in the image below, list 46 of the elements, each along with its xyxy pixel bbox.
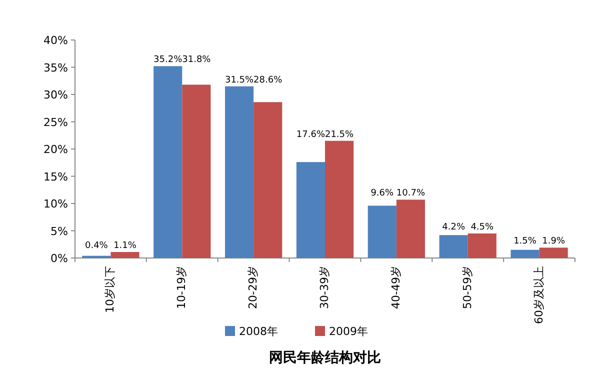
data-label: 31.5% — [224, 75, 254, 86]
legend-label: 2009年 — [329, 325, 368, 338]
x-tick-label: 40-49岁 — [389, 266, 402, 309]
y-tick-label: 20% — [44, 143, 68, 156]
data-label: 28.6% — [254, 75, 283, 86]
data-label: 1.1% — [114, 241, 137, 252]
x-tick-label: 10-19岁 — [175, 266, 188, 309]
bar — [439, 235, 468, 258]
data-label: 4.2% — [442, 222, 466, 232]
data-label: 10.7% — [396, 188, 426, 199]
bar — [225, 86, 254, 258]
x-tick-label: 30-39岁 — [318, 266, 332, 309]
bar — [296, 162, 325, 258]
y-tick-label: 30% — [44, 88, 68, 102]
x-tick-label: 60岁及以上 — [532, 266, 546, 324]
y-tick-label: 15% — [44, 170, 68, 184]
bar — [110, 252, 140, 258]
y-tick-label: 5% — [50, 224, 68, 238]
y-tick-label: 10% — [44, 198, 68, 210]
y-tick-label: 25% — [44, 116, 68, 129]
bar — [182, 84, 211, 258]
legend-label: 2008年 — [239, 325, 278, 338]
x-tick-label: 10岁以下 — [104, 266, 117, 313]
data-label: 21.5% — [324, 130, 354, 140]
y-tick-label: 40% — [44, 34, 68, 47]
x-tick-label: 20-29岁 — [246, 266, 260, 309]
bar — [368, 206, 396, 258]
text: 网民年龄结构对比 — [269, 350, 381, 366]
data-label: 9.6% — [370, 188, 394, 199]
data-label: 0.4% — [84, 241, 108, 252]
bar — [510, 250, 540, 258]
bar — [254, 102, 282, 258]
data-label: 31.8% — [182, 55, 212, 66]
data-label: 35.2% — [154, 55, 183, 66]
x-tick-label: 50-59岁 — [460, 266, 474, 309]
data-label: 17.6% — [296, 130, 326, 140]
data-label: 1.5% — [514, 236, 537, 247]
bar — [468, 233, 496, 258]
data-label: 4.5% — [470, 222, 494, 232]
y-tick-label: 35% — [44, 61, 68, 74]
bar — [325, 140, 354, 258]
data-label: 1.9% — [542, 236, 566, 247]
bar — [154, 66, 182, 258]
bar — [539, 248, 568, 258]
bar — [396, 200, 425, 258]
y-tick-label: 0% — [50, 252, 68, 265]
